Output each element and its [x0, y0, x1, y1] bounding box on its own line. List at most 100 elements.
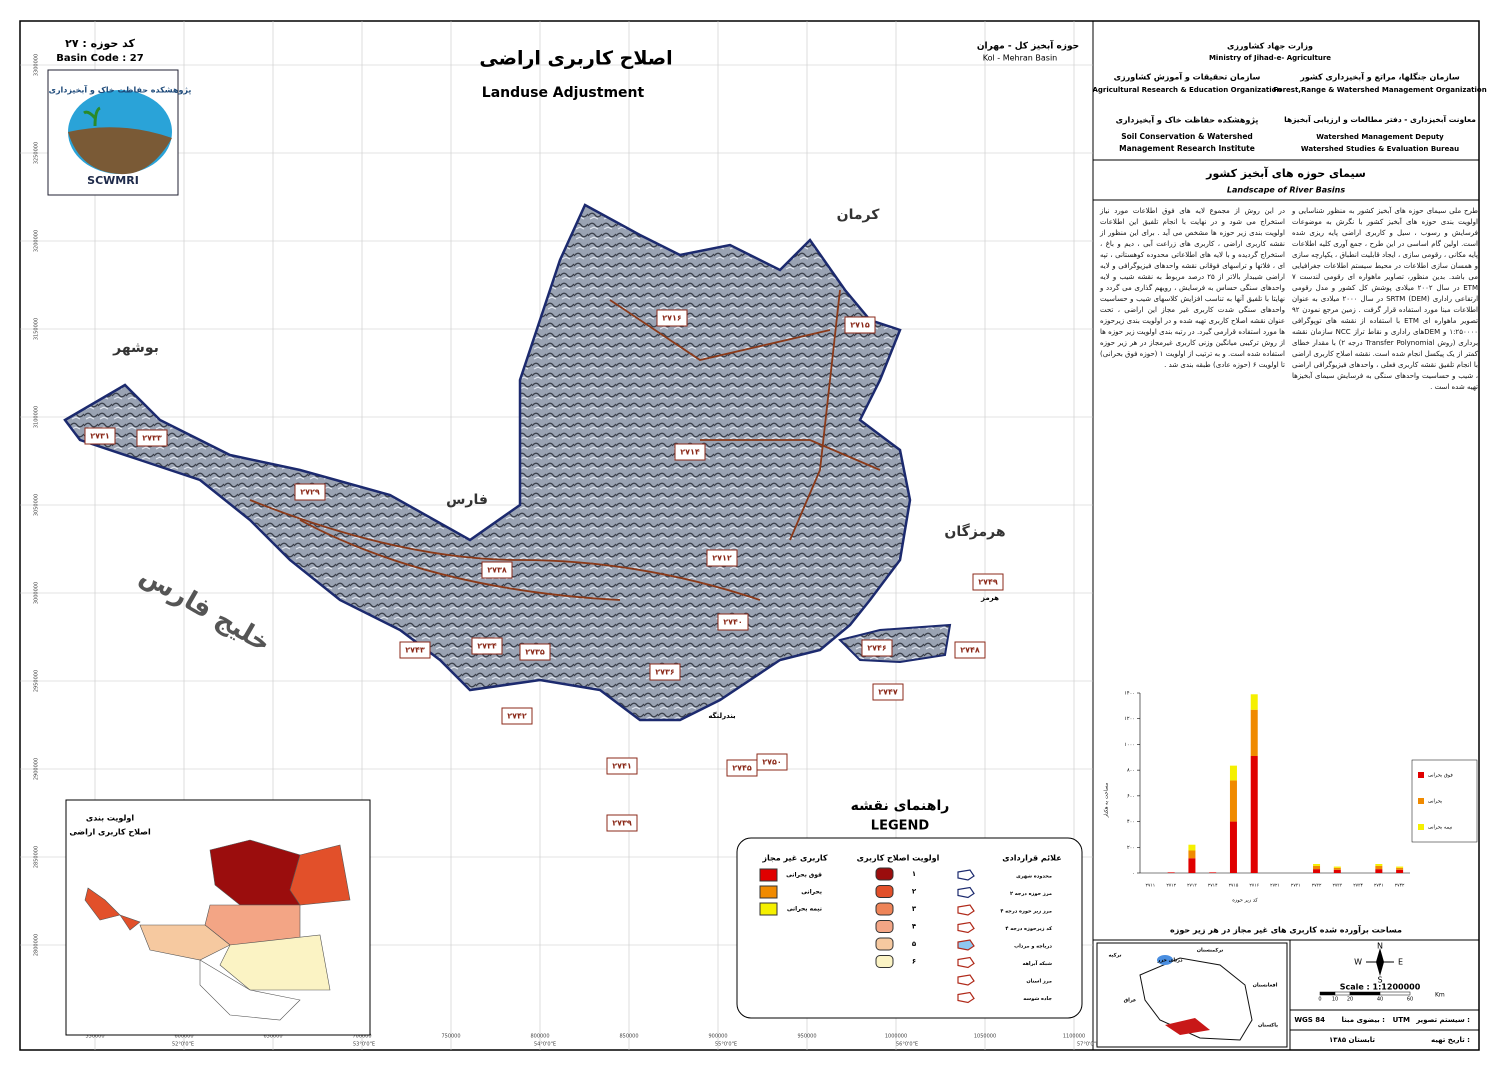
scale-bar: 0 10 20 40 60: [1318, 991, 1413, 1003]
location-labels: ترکمنستان دریای خزر ترکیه افغانستان عراق پاکس…: [1109, 948, 1279, 1029]
province-label: بوشهر: [112, 340, 159, 356]
logo-text-fa: پژوهشکده حفاظت خاک و آبخیزداری: [49, 85, 192, 95]
country-label: ترکیه: [1109, 953, 1122, 959]
org-text: Management Research Institute: [1119, 144, 1255, 153]
date-fa: تاریخ تهیه :: [1431, 1036, 1470, 1044]
subbasin-code-box: [717, 613, 749, 631]
easting-label: 600000: [174, 1034, 193, 1040]
subbasin-code: ۲۷۳۳: [142, 434, 162, 443]
x-tick-label: ۲۷۳۲: [1312, 883, 1322, 889]
inset-region: [289, 844, 351, 906]
y-tick-label: ۴۰۰: [1127, 819, 1135, 825]
legend: علائم قراردادی محدوده شهری مرز حوزه درجه ۲…: [759, 854, 1062, 1004]
basin-code-fa: کد حوزه : ۲۷: [65, 37, 135, 50]
bar: [1188, 850, 1196, 859]
bar: [1167, 872, 1175, 873]
subbasin-code-box: [84, 427, 116, 445]
projection: UTM: [1393, 1016, 1410, 1024]
legend-label: ۱: [912, 870, 916, 878]
subbasin-code-box: [656, 309, 688, 327]
project-title: Landscape of River Basins: [1227, 186, 1345, 195]
country-label: عراق: [1124, 998, 1137, 1004]
x-tick-label: ۲۷۴۱: [1374, 884, 1384, 889]
country-label: افغانستان: [1253, 983, 1278, 989]
bar: [1229, 821, 1237, 873]
x-tick-label: ۲۷۳۴: [1353, 883, 1363, 889]
bar: [1375, 869, 1383, 873]
subbasin-code: ۲۷۳۱: [90, 432, 110, 441]
legend-label: نیمه بحرانی: [1428, 825, 1452, 831]
x-tick-label: ۲۷۳۳: [1332, 883, 1342, 889]
title-fa: اصلاح کاربری اراضی: [479, 48, 672, 70]
easting-label: 850000: [619, 1034, 638, 1040]
legend-swatch: [875, 885, 894, 898]
bar: [1229, 780, 1237, 822]
basin-relief: [63, 203, 912, 722]
legend-swatch: [875, 937, 894, 951]
legend-symbol: [957, 939, 975, 951]
legend-symbol-label: مرز حوزه درجه ۲: [1010, 891, 1052, 897]
subbasin-code-box: [954, 641, 986, 659]
subbasin-code: ۲۷۳۹: [612, 819, 632, 828]
place-label: هرمز: [980, 594, 999, 602]
northing-label: 3300000: [34, 54, 40, 76]
y-tick-label: ۱۴۰۰: [1124, 691, 1135, 697]
legend-swatch: [759, 902, 778, 916]
bar: [1396, 869, 1404, 873]
subbasin-code-box: [136, 429, 168, 447]
inset-region: [219, 934, 331, 991]
compass-letter: N: [1377, 942, 1383, 951]
compass-letter: W: [1354, 958, 1362, 967]
bar: [1229, 765, 1237, 781]
easting-label: 1050000: [974, 1034, 996, 1040]
easting-label: 1100000: [1063, 1034, 1085, 1040]
easting-label: 950000: [797, 1034, 816, 1040]
bar: [1188, 844, 1196, 851]
org-text: وزارت جهاد کشاورزی: [1227, 42, 1313, 51]
description-right: طرح ملی سیمای حوزه های آبخیز کشور به منظ…: [1292, 207, 1479, 391]
bar: [1313, 865, 1321, 870]
description-left: در این روش از مجموع لایه های فوق اطلاعات…: [1100, 207, 1285, 369]
chart-title: مساحت برآورده شده کاربری های غیر مجاز در…: [1170, 925, 1402, 935]
subbasin-code: ۲۷۴۲: [507, 712, 527, 721]
scale-text: Scale : 1:1200000: [1340, 983, 1421, 992]
org-text: سازمان تحقیقات و آموزش کشاورزی: [1114, 72, 1261, 83]
bar-chart: ۰ ۲۰۰ ۴۰۰ ۶۰۰ ۸۰۰ ۱۰۰۰ ۱۲۰۰ ۱۴۰۰ ۲۷۱۱ ۲۷۱۲ ۲۷۱۳ ۲۷۱…: [1104, 691, 1478, 935]
subbasin-boundary: [249, 299, 881, 601]
legend-swatch: [1418, 798, 1424, 804]
legend-column-title: اولویت اصلاح کاربری: [857, 854, 940, 863]
x-axis-label: کد زیر حوزه: [1232, 898, 1258, 904]
x-tick-label: ۲۷۱۱: [1146, 884, 1156, 889]
org-text: Watershed Studies & Evaluation Bureau: [1301, 145, 1459, 153]
legend-symbol: [957, 904, 975, 916]
subbasin-code-box: [481, 561, 513, 579]
country-label: دریای خزر: [1156, 958, 1183, 964]
legend-symbol: [957, 991, 975, 1004]
bar: [1209, 872, 1217, 873]
inset-region: [199, 959, 301, 1021]
subbasin-code: ۲۷۳۴: [477, 642, 497, 651]
legend-symbol: [957, 974, 975, 986]
subbasin-code-box: [294, 483, 326, 501]
longitude-label: 52°0'0"E: [172, 1042, 194, 1048]
caspian: [1157, 955, 1173, 965]
bar: [1313, 869, 1321, 873]
scale-tick-label: 60: [1407, 997, 1413, 1003]
inset-region: [84, 887, 121, 921]
subbasin-code: ۲۷۴۷: [878, 688, 898, 697]
map-labels: کرمان بوشهر فارس هرمزگان خلیج فارس بندرلنگه هر…: [84, 207, 1006, 832]
northing-label: 2900000: [34, 758, 40, 780]
inset-title: اصلاح کاربری اراضی: [69, 828, 151, 837]
longitude-label: 56°0'0"E: [896, 1042, 918, 1048]
subbasin-code: ۲۷۱۴: [680, 448, 700, 457]
subbasin-code-box: [756, 753, 788, 771]
org-text: معاونت آبخیزداری - دفتر مطالعات و ارزیاب…: [1284, 114, 1476, 124]
legend-swatch: [1418, 772, 1424, 778]
org-text: Agricultural Research & Education Organi…: [1093, 86, 1282, 94]
legend-symbol-label: کد زیرحوزه درجه ۴: [1005, 926, 1052, 932]
logo-text: SCWMRI: [87, 174, 139, 187]
x-tick-label: ۲۷۳۱: [1291, 883, 1301, 889]
legend-swatch: [759, 868, 778, 882]
province-label: هرمزگان: [944, 523, 1005, 540]
